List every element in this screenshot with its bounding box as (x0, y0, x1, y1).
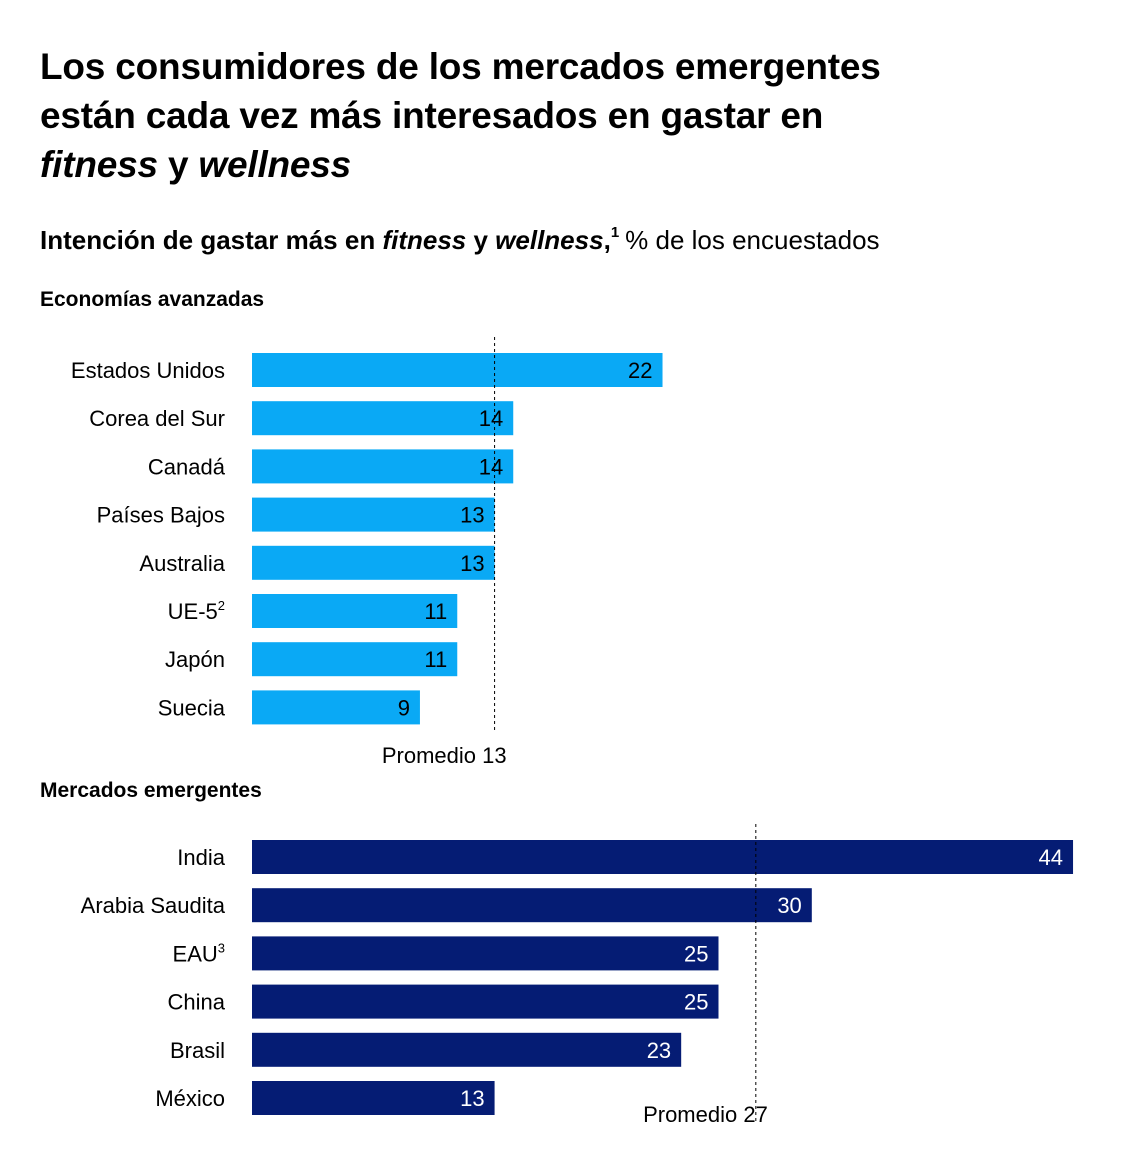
subtitle-part-3: , (603, 225, 611, 255)
bar (252, 888, 812, 923)
bar-value-label: 23 (647, 1038, 671, 1063)
bar (252, 401, 514, 436)
bar-value-label: 14 (479, 406, 503, 431)
bar (252, 936, 719, 971)
title-line-1: Los consumidores de los mercados emergen… (40, 46, 881, 87)
category-label: Suecia (158, 695, 226, 720)
category-label: México (155, 1086, 225, 1111)
category-name: UE-5 (168, 599, 218, 624)
bar (252, 449, 514, 484)
category-name: Estados Unidos (71, 358, 225, 383)
bar-value-label: 44 (1039, 845, 1063, 870)
category-label: EAU3 (173, 940, 225, 966)
bar (252, 594, 458, 628)
category-name: Japón (165, 647, 225, 672)
bar-value-label: 22 (628, 358, 652, 383)
average-label: Promedio 27 (643, 1102, 768, 1127)
bar (252, 497, 495, 532)
average-label: Promedio 13 (382, 743, 507, 768)
category-name: China (168, 990, 226, 1015)
category-label: Estados Unidos (71, 358, 225, 383)
category-label: Japón (165, 647, 225, 672)
category-label: Canadá (148, 454, 226, 479)
category-name: Canadá (148, 454, 226, 479)
page-title: Los consumidores de los mercados emergen… (40, 42, 1060, 189)
category-label: India (177, 845, 225, 870)
title-line-3: fitness y wellness (40, 140, 1060, 189)
chart-subtitle: Intención de gastar más en fitness y wel… (40, 222, 1100, 258)
bar (252, 545, 495, 580)
bar-value-label: 13 (460, 503, 484, 528)
bar-value-label: 30 (777, 893, 801, 918)
bar-value-label: 14 (479, 454, 503, 479)
bar (252, 1081, 495, 1115)
category-label: Arabia Saudita (81, 893, 226, 918)
bar-value-label: 13 (460, 551, 484, 576)
title-fitness: fitness (40, 144, 158, 185)
category-name: EAU (173, 941, 218, 966)
section-title-emerging: Mercados emergentes (40, 779, 262, 802)
category-label: China (168, 990, 226, 1015)
bar (252, 984, 719, 1019)
category-name: Australia (139, 551, 225, 576)
subtitle-strong: Intención de gastar más en fitness y wel… (40, 225, 625, 255)
bar-value-label: 9 (398, 695, 410, 720)
subtitle-part-1: Intención de gastar más en (40, 225, 383, 255)
category-name: Corea del Sur (89, 406, 225, 431)
chart-group-1: 44 India 30 Arabia Saudita 25 EAU3 25 China 23 Br… (81, 824, 1074, 1127)
subtitle-footnote: 1 (610, 224, 620, 241)
bar-value-label: 11 (424, 599, 447, 624)
bar-value-label: 25 (684, 990, 708, 1015)
category-name: Arabia Saudita (81, 893, 226, 918)
category-footnote: 3 (218, 940, 225, 955)
bar (252, 840, 1074, 874)
title-conjunction: y (157, 144, 199, 185)
bar-value-label: 11 (424, 647, 447, 672)
chart-group-0: 22 Estados Unidos 14 Corea del Sur 14 Canadá 1… (71, 337, 663, 768)
bar (252, 690, 420, 725)
bar-value-label: 13 (460, 1086, 484, 1111)
bar (252, 1032, 682, 1067)
bar-value-label: 25 (684, 941, 708, 966)
subtitle-unit: % de los encuestados (625, 225, 880, 255)
title-wellness: wellness (198, 144, 352, 185)
subtitle-wellness: wellness (495, 225, 604, 255)
section-title-advanced: Economías avanzadas (40, 288, 265, 311)
category-name: Brasil (170, 1038, 225, 1063)
category-footnote: 2 (218, 598, 225, 613)
category-name: Países Bajos (97, 503, 225, 528)
category-name: India (177, 845, 225, 870)
category-name: México (155, 1086, 225, 1111)
category-label: Corea del Sur (89, 406, 225, 431)
subtitle-fitness: fitness (382, 225, 467, 255)
category-label: UE-52 (168, 598, 225, 624)
category-label: Australia (139, 551, 225, 576)
bar (252, 353, 663, 387)
category-name: Suecia (158, 695, 226, 720)
title-line-2: están cada vez más interesados en gastar… (40, 95, 824, 136)
category-label: Brasil (170, 1038, 225, 1063)
subtitle-part-2: y (466, 225, 496, 255)
bar (252, 642, 458, 677)
category-label: Países Bajos (97, 503, 225, 528)
